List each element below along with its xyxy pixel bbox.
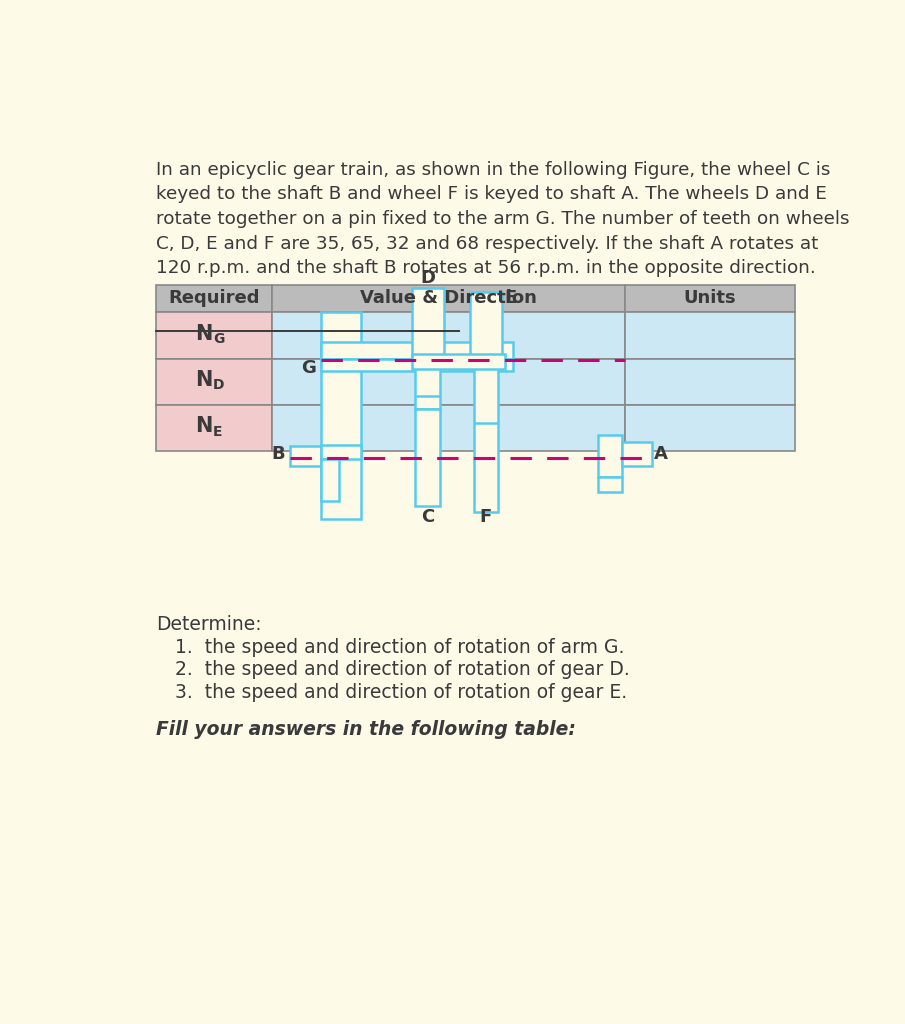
Bar [272,358,624,404]
Text: 2.  the speed and direction of rotation of gear D.: 2. the speed and direction of rotation o… [176,660,630,679]
Bar [412,354,504,370]
Text: C, D, E and F are 35, 65, 32 and 68 respectively. If the shaft A rotates at: C, D, E and F are 35, 65, 32 and 68 resp… [156,234,818,253]
Text: 3.  the speed and direction of rotation of gear E.: 3. the speed and direction of rotation o… [176,683,627,701]
Bar [321,359,513,371]
Bar [156,312,272,358]
Text: N: N [195,370,213,390]
Bar [156,358,272,404]
Text: Required: Required [168,290,260,307]
Text: A: A [654,445,668,463]
Text: Fill your answers in the following table:: Fill your answers in the following table… [156,721,576,739]
Text: D: D [213,379,224,392]
Bar [624,358,795,404]
Bar [624,312,795,358]
Bar [290,446,321,466]
Text: F: F [480,508,492,526]
Bar [624,404,795,451]
Bar [624,285,795,312]
Bar [412,289,444,359]
Text: B: B [272,445,285,463]
Bar [597,435,623,477]
Text: N: N [195,417,213,436]
Text: E: E [213,425,223,438]
Text: N: N [195,324,213,344]
Bar [415,359,440,410]
Text: C: C [421,508,434,526]
Bar [321,342,513,359]
Bar [597,477,623,493]
Text: E: E [504,290,517,307]
Bar [321,444,361,459]
Bar [415,410,440,506]
Text: G: G [301,358,316,377]
Bar [623,442,652,466]
Bar [272,404,624,451]
Text: keyed to the shaft B and wheel F is keyed to shaft A. The wheels D and E: keyed to the shaft B and wheel F is keye… [156,185,826,203]
Bar [272,285,624,312]
Bar [470,292,502,357]
Text: In an epicyclic gear train, as shown in the following Figure, the wheel C is: In an epicyclic gear train, as shown in … [156,161,830,178]
Bar [156,404,272,451]
Bar [156,285,272,312]
Text: rotate together on a pin fixed to the arm G. The number of teeth on wheels: rotate together on a pin fixed to the ar… [156,210,849,228]
Bar [321,311,361,519]
Bar [473,357,499,512]
Text: 1.  the speed and direction of rotation of arm G.: 1. the speed and direction of rotation o… [176,638,624,657]
Text: Determine:: Determine: [156,614,262,634]
Text: D: D [420,269,435,287]
Bar [272,312,624,358]
Text: Value & Direction: Value & Direction [360,290,537,307]
Bar [321,459,339,501]
Text: G: G [213,332,224,346]
Text: 120 r.p.m. and the shaft B rotates at 56 r.p.m. in the opposite direction.: 120 r.p.m. and the shaft B rotates at 56… [156,259,815,278]
Text: Units: Units [683,290,736,307]
